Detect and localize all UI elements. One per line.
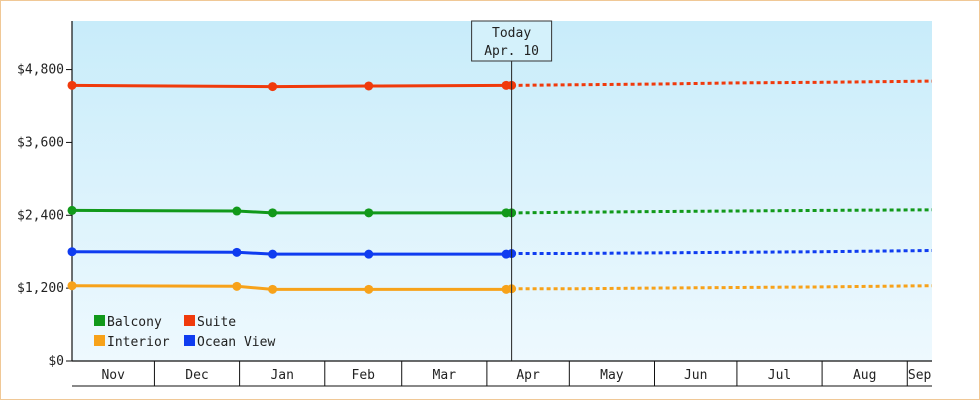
data-point (364, 81, 374, 91)
legend-item: Interior (94, 335, 170, 350)
today-label: Today (492, 26, 531, 41)
x-tick-label: Dec (185, 368, 208, 383)
legend-swatch (184, 335, 195, 346)
legend-swatch (184, 315, 195, 326)
legend-label: Ocean View (197, 335, 275, 350)
data-point (232, 206, 242, 216)
y-tick-label: $3,600 (17, 135, 64, 150)
legend-swatch (94, 315, 105, 326)
today-box (471, 20, 553, 62)
x-tick-label: Feb (352, 368, 376, 383)
today-date: Apr. 10 (484, 44, 539, 59)
data-point (232, 247, 242, 257)
data-point (67, 80, 77, 90)
x-tick-label: Mar (433, 368, 457, 383)
series-balcony (67, 205, 933, 218)
legend-label: Interior (107, 335, 170, 350)
legend-label: Balcony (107, 315, 162, 330)
data-point (364, 284, 374, 294)
data-point (268, 284, 278, 294)
legend-item: Ocean View (184, 335, 275, 350)
plot-area (72, 21, 932, 361)
y-tick-label: $4,800 (17, 63, 64, 78)
series-forecast-line (511, 208, 933, 215)
x-tick-label: Jul (768, 368, 791, 383)
series-line (71, 83, 512, 89)
x-tick-label: May (600, 368, 624, 383)
series-suite (67, 79, 933, 92)
series-forecast-line (511, 249, 933, 255)
data-point (232, 281, 242, 291)
series-forecast-line (511, 284, 933, 291)
x-tick-label: Apr (516, 368, 540, 383)
data-point (67, 247, 77, 257)
legend-label: Suite (197, 315, 236, 330)
y-tick-label: $0 (48, 354, 64, 369)
data-point (268, 249, 278, 259)
x-tick-label: Jun (684, 368, 707, 383)
data-point (268, 82, 278, 92)
y-tick-label: $2,400 (17, 208, 64, 223)
legend-item: Suite (184, 315, 236, 330)
legend-item: Balcony (94, 315, 162, 330)
x-tick-label: Aug (853, 368, 876, 383)
x-tick-label: Sep (908, 368, 932, 383)
x-tick-label: Nov (101, 368, 125, 383)
series-forecast-line (511, 79, 933, 87)
data-point (67, 281, 77, 291)
series-interior (67, 281, 933, 294)
x-tick-label: Jan (270, 368, 293, 383)
data-point (268, 208, 278, 218)
data-point (364, 208, 374, 218)
y-tick-label: $1,200 (17, 281, 64, 296)
data-point (67, 205, 77, 215)
data-point (364, 249, 374, 259)
legend-swatch (94, 335, 105, 346)
